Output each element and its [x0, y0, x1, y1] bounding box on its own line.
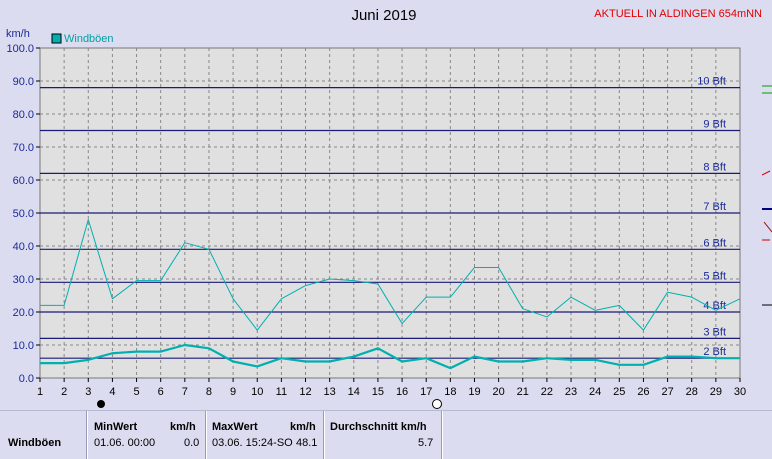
max-date: 03.06. 15:24-SO	[212, 437, 293, 449]
legend-label: Windböen	[64, 33, 114, 45]
x-tick-label: 24	[589, 386, 601, 398]
x-tick-label: 27	[661, 386, 673, 398]
y-tick-label: 80.0	[13, 109, 34, 121]
beaufort-label: 7 Bft	[703, 201, 726, 213]
beaufort-label: 6 Bft	[703, 237, 726, 249]
beaufort-label: 5 Bft	[703, 270, 726, 282]
avg-header: Durchschnitt km/h	[330, 421, 427, 433]
x-tick-label: 10	[251, 386, 263, 398]
x-tick-label: 28	[686, 386, 698, 398]
statistics-panel: Windböen MinWert km/h 01.06. 00:00 0.0 M…	[0, 410, 772, 459]
beaufort-label: 4 Bft	[703, 300, 726, 312]
x-tick-label: 2	[61, 386, 67, 398]
series-line-mean	[40, 343, 740, 370]
x-tick-label: 30	[734, 386, 746, 398]
stats-row-label: Windböen	[8, 437, 62, 449]
x-tick-label: 25	[613, 386, 625, 398]
x-tick-label: 14	[348, 386, 360, 398]
x-tick-label: 13	[324, 386, 336, 398]
x-tick-label: 6	[158, 386, 164, 398]
full-moon-icon	[432, 399, 442, 409]
beaufort-lines: 2 Bft 3 Bft 4 Bft 5 Bft 6 Bft 7 Bft 8 Bft 9 Bft…	[40, 76, 740, 359]
x-tick-label: 19	[468, 386, 480, 398]
max-value: 48.1	[296, 437, 318, 449]
separator	[441, 411, 443, 459]
beaufort-label: 2 Bft	[703, 346, 726, 358]
series-group	[40, 219, 741, 370]
x-tick-label: 20	[492, 386, 504, 398]
x-tick-label: 9	[230, 386, 236, 398]
x-tick-label: 16	[396, 386, 408, 398]
x-tick-label: 17	[420, 386, 432, 398]
chart-title: Juni 2019	[351, 7, 416, 24]
x-axis: 1 2 3 4 5 6 7 8 9 10 11 12 13 14 15 16 17 18 19 20 21 22 23 24 2…	[37, 378, 746, 398]
x-tick-label: 15	[372, 386, 384, 398]
beaufort-label: 10 Bft	[697, 76, 726, 88]
beaufort-label: 3 Bft	[703, 326, 726, 338]
y-tick-label: 70.0	[13, 142, 34, 154]
x-tick-label: 3	[85, 386, 91, 398]
beaufort-label: 9 Bft	[703, 119, 726, 131]
grid	[40, 48, 740, 378]
x-tick-label: 26	[637, 386, 649, 398]
separator	[323, 411, 325, 459]
y-tick-label: 100.0	[6, 43, 34, 55]
x-tick-label: 5	[133, 386, 139, 398]
x-tick-label: 1	[37, 386, 43, 398]
avg-value: 5.7	[418, 437, 434, 449]
x-tick-label: 11	[276, 386, 287, 398]
x-tick-label: 18	[444, 386, 456, 398]
y-tick-label: 0.0	[19, 373, 34, 385]
min-header: MinWert	[94, 421, 138, 433]
y-tick-label: 20.0	[13, 307, 34, 319]
beaufort-label: 8 Bft	[703, 161, 726, 173]
x-tick-label: 4	[109, 386, 115, 398]
max-header: MaxWert	[212, 421, 258, 433]
max-unit: km/h	[290, 421, 316, 433]
wind-chart: Juni 2019 AKTUELL IN ALDINGEN 654mNN km/…	[6, 7, 772, 409]
x-tick-label: 21	[517, 386, 529, 398]
legend-swatch	[51, 33, 62, 44]
y-axis: 0.0 10.0 20.0 30.0 40.0 50.0 60.0 70.0 80.0 90.0 1…	[6, 43, 40, 385]
min-date: 01.06. 00:00	[94, 437, 156, 449]
x-tick-label: 7	[182, 386, 188, 398]
separator	[205, 411, 207, 459]
separator	[86, 411, 88, 459]
x-tick-label: 29	[710, 386, 722, 398]
min-value: 0.0	[184, 437, 200, 449]
y-axis-unit: km/h	[6, 28, 30, 40]
y-tick-label: 40.0	[13, 241, 34, 253]
y-tick-label: 60.0	[13, 175, 34, 187]
x-tick-label: 22	[541, 386, 553, 398]
y-tick-label: 10.0	[13, 340, 34, 352]
series-line-max	[40, 219, 741, 331]
y-tick-label: 50.0	[13, 208, 34, 220]
y-tick-label: 90.0	[13, 76, 34, 88]
x-tick-label: 12	[299, 386, 311, 398]
chart-subtitle: AKTUELL IN ALDINGEN 654mNN	[594, 8, 762, 20]
new-moon-icon	[97, 400, 105, 408]
x-tick-label: 8	[206, 386, 212, 398]
min-unit: km/h	[170, 421, 196, 433]
y-tick-label: 30.0	[13, 274, 34, 286]
x-tick-label: 23	[565, 386, 577, 398]
side-decoration	[761, 85, 772, 306]
